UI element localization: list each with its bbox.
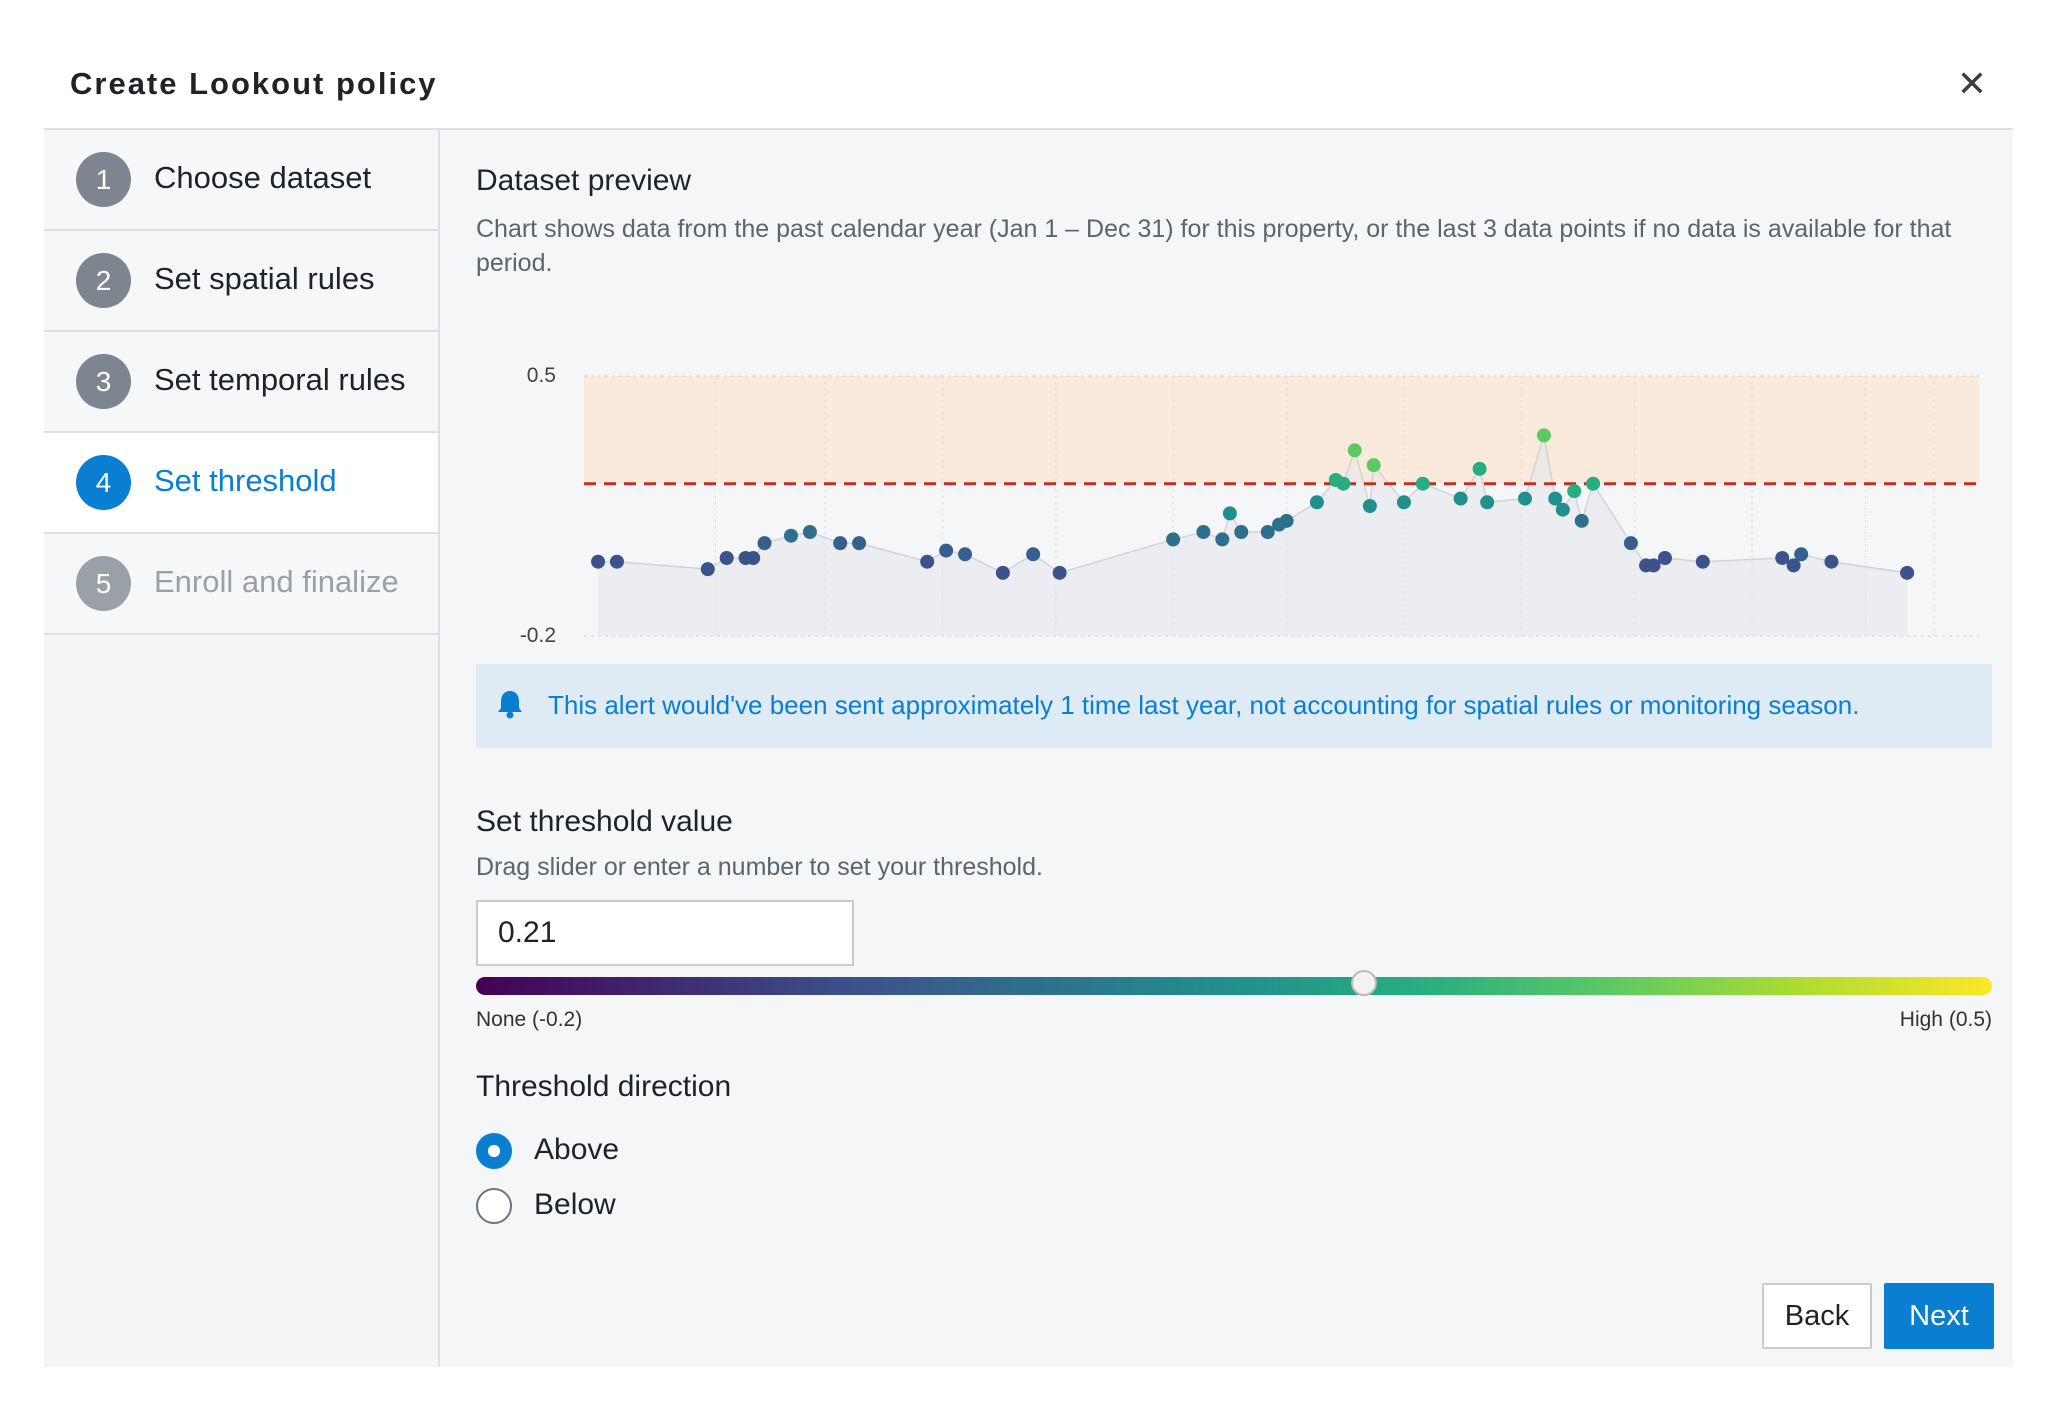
data-point [700,562,715,577]
close-icon[interactable]: ✕ [1956,63,1987,104]
dialog-header: Create Lookout policy ✕ [44,0,2013,130]
dataset-preview-chart: 0.5-0.2Feb 2024Mar 2024Apr 2024May 2024J… [520,364,1979,647]
step-enroll-and-finalize: 5 Enroll and finalize [44,534,438,635]
threshold-input[interactable] [476,900,854,966]
data-point [746,551,761,565]
data-point [920,554,935,569]
data-point [1215,532,1230,547]
data-point [958,547,973,562]
data-point [757,536,772,551]
data-point [1222,506,1237,521]
data-point [1453,491,1468,506]
step-number: 3 [76,354,131,409]
radio-button[interactable] [476,1133,512,1169]
threshold-heading: Set threshold value [476,805,733,838]
slider-min-label: None (-0.2) [476,1008,583,1031]
dialog-title: Create Lookout policy [70,66,438,101]
data-point [1336,476,1351,491]
exceedance-band [584,376,1979,484]
step-number: 1 [76,152,131,207]
data-point [1196,525,1211,539]
step-label: Set spatial rules [154,261,375,296]
data-point [1567,484,1582,499]
bell-icon [498,691,522,719]
main-panel: Dataset preview Chart shows data from th… [440,130,2013,1367]
slider-max-label: High (0.5) [1899,1008,1992,1031]
data-point [1026,547,1041,562]
y-tick-label: 0.5 [527,364,556,387]
y-tick-label: -0.2 [520,624,556,647]
data-point [1166,532,1181,547]
data-point [1586,476,1601,491]
data-point [939,543,954,558]
data-point [1794,547,1809,562]
data-point [1472,461,1487,476]
data-point [1279,513,1294,528]
data-point [1900,565,1915,580]
data-point [1548,491,1563,506]
step-choose-dataset[interactable]: 1 Choose dataset [44,130,438,231]
data-point [852,536,867,551]
alert-message: This alert would've been sent approximat… [548,690,1860,720]
step-set-threshold[interactable]: 4 Set threshold [44,433,438,534]
slider-handle[interactable] [1350,970,1377,996]
data-point [1234,525,1249,539]
next-button[interactable]: Next [1884,1283,1994,1349]
data-point [1517,491,1532,506]
direction-heading: Threshold direction [476,1070,732,1103]
data-point [1396,495,1411,510]
data-point [784,528,799,543]
data-point [1657,551,1672,565]
radio-label: Above [534,1133,620,1166]
threshold-hint: Drag slider or enter a number to set you… [476,853,1043,881]
step-set-temporal-rules[interactable]: 3 Set temporal rules [44,332,438,433]
data-point [1415,476,1430,491]
steps-sidebar: 1 Choose dataset 2 Set spatial rules 3 S… [44,130,440,1367]
data-point [609,554,624,569]
step-label: Enroll and finalize [154,564,399,599]
data-point [591,554,606,569]
data-point [1362,499,1377,513]
threshold-slider[interactable] [476,970,1992,996]
data-point [1309,495,1324,510]
back-button[interactable]: Back [1762,1283,1872,1349]
data-point [1480,495,1495,510]
step-number: 4 [76,455,131,510]
data-point [1786,558,1801,573]
data-point [1695,554,1710,569]
data-point [833,536,848,551]
step-number: 2 [76,253,131,308]
alert-banner: This alert would've been sent approximat… [476,664,1992,748]
data-point [719,551,734,565]
data-point [1260,525,1275,539]
step-label: Choose dataset [154,160,372,195]
radio-label: Below [534,1188,616,1221]
data-point [1775,551,1790,565]
series-area [598,435,1908,636]
data-point [1824,554,1839,569]
data-point [1555,502,1570,517]
data-point [995,565,1010,580]
data-point [1536,428,1551,443]
step-set-spatial-rules[interactable]: 2 Set spatial rules [44,231,438,332]
data-point [1347,443,1362,458]
data-point [1574,513,1589,528]
step-number: 5 [76,556,131,611]
preview-heading: Dataset preview [476,164,692,197]
data-point [802,525,817,539]
data-point [1052,565,1067,580]
data-point [1623,536,1638,551]
step-label: Set threshold [154,463,337,498]
step-label: Set temporal rules [154,362,406,397]
preview-description: Chart shows data from the past calendar … [476,215,1952,277]
data-point [1366,458,1381,473]
data-point [1646,558,1661,573]
radio-button[interactable] [476,1188,512,1224]
